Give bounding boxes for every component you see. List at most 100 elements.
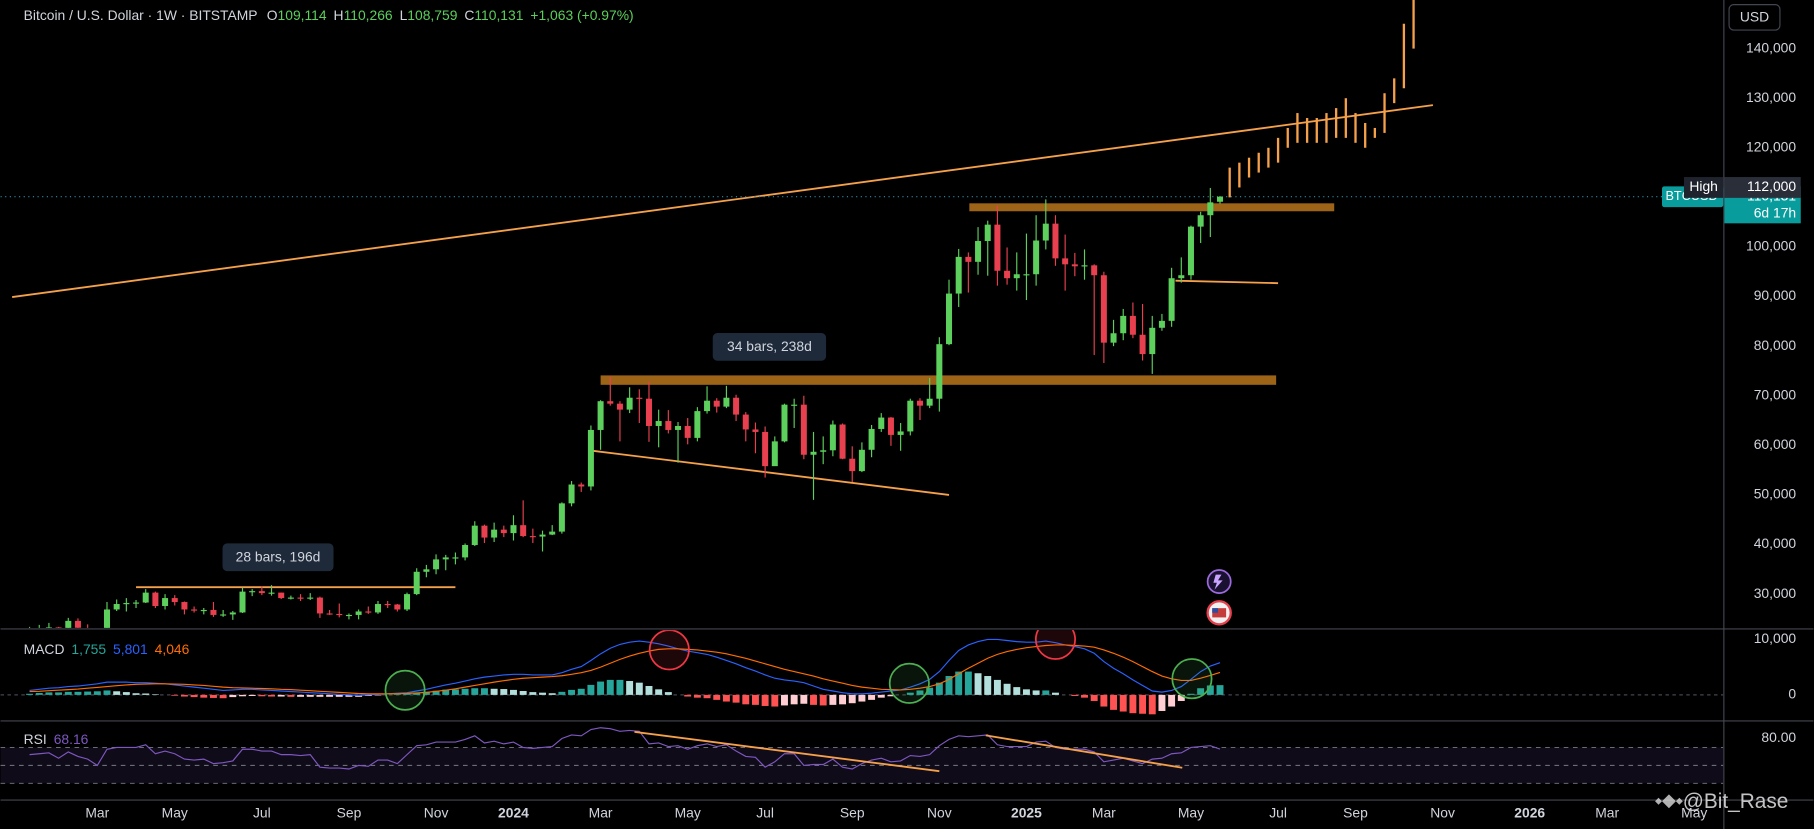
y-tick-label: 120,000 — [1746, 138, 1796, 154]
macd-histogram-bar — [1206, 685, 1214, 695]
macd-histogram-bar — [142, 693, 150, 695]
candle-body — [849, 458, 856, 472]
candle-body — [975, 241, 982, 262]
macd-histogram-bar — [335, 694, 343, 697]
x-tick-label: 2024 — [498, 805, 529, 821]
candle-body — [684, 425, 691, 438]
macd-histogram-bar — [974, 673, 982, 695]
y-tick-label: 50,000 — [1754, 486, 1797, 502]
indicator-line — [29, 727, 1221, 770]
macd-histogram-bar — [1177, 694, 1185, 701]
macd-histogram-bar — [500, 689, 508, 695]
macd-pane — [0, 630, 1724, 715]
rsi-pane — [0, 727, 1724, 784]
rsi-trend-line — [634, 730, 940, 773]
y-tick-label: 100,000 — [1746, 238, 1796, 254]
candle-body — [171, 598, 178, 603]
macd-histogram-bar — [122, 692, 130, 695]
macd-histogram-bar — [887, 694, 895, 697]
macd-histogram-bar — [1081, 694, 1088, 698]
candle-body — [1178, 275, 1185, 279]
candle-body — [278, 592, 285, 599]
candle-body — [868, 428, 875, 450]
macd-histogram-bar — [1216, 685, 1224, 695]
candle-body — [481, 525, 488, 538]
indicator-value: 5,801 — [113, 640, 148, 656]
candle-body — [704, 400, 711, 412]
candle-body — [665, 421, 672, 430]
y-tick-label: 130,000 — [1746, 89, 1796, 105]
candle-body — [1207, 202, 1214, 216]
macd-histogram-bar — [810, 694, 817, 705]
candle-body — [326, 613, 333, 615]
y-tick-label: 70,000 — [1754, 386, 1797, 402]
candle-body — [887, 417, 894, 435]
macd-histogram-bar — [26, 693, 34, 695]
candle-body — [839, 424, 846, 459]
candle-body — [491, 529, 498, 538]
candle-body — [462, 545, 469, 558]
candle-body — [1052, 223, 1059, 259]
candle-body — [200, 609, 207, 612]
candle-body — [907, 400, 914, 432]
macd-histogram-bar — [93, 691, 101, 695]
candle-body — [597, 401, 604, 430]
x-tick-label: 2026 — [1514, 805, 1545, 821]
macd-histogram-bar — [1013, 687, 1021, 695]
macd-histogram-bar — [1052, 692, 1059, 695]
candle-body — [394, 604, 401, 610]
indicator-legend: RSI 68.16 — [24, 731, 89, 747]
candle-body — [568, 484, 575, 504]
macd-histogram-bar — [645, 686, 653, 695]
candle-body — [897, 431, 904, 435]
candle-body — [500, 529, 507, 534]
y-tick-label: 0 — [1788, 686, 1796, 702]
macd-histogram-bar — [151, 694, 159, 695]
candle-body — [1081, 265, 1088, 267]
candle-body — [65, 620, 72, 628]
x-tick-label: Jul — [756, 805, 774, 821]
macd-histogram-bar — [113, 691, 121, 695]
macd-histogram-bar — [1090, 694, 1098, 701]
y-tick-label: 30,000 — [1754, 585, 1797, 601]
trend-line — [1175, 279, 1279, 285]
currency-button[interactable] — [1728, 4, 1781, 31]
candle-body — [965, 256, 972, 262]
macd-histogram-bar — [1197, 688, 1205, 695]
candle-body — [1158, 320, 1165, 328]
candle-body — [616, 403, 623, 410]
candle-body — [1042, 223, 1049, 241]
macd-histogram-bar — [819, 694, 827, 706]
macd-histogram-bar — [577, 688, 585, 695]
y-tick-label: 80,000 — [1754, 337, 1797, 353]
y-tick-label: 80.00 — [1761, 729, 1796, 745]
candle-body — [520, 525, 527, 537]
measure-callout — [712, 332, 827, 361]
candle-body — [258, 591, 265, 594]
candle-body — [345, 614, 352, 617]
currency-label[interactable]: USD — [1740, 9, 1769, 25]
macd-histogram-bar — [248, 694, 256, 696]
candle-body — [452, 557, 459, 559]
candle-body — [74, 620, 81, 628]
candle-body — [239, 591, 246, 613]
macd-histogram-bar — [964, 671, 972, 695]
candle-body — [1217, 196, 1224, 202]
macd-histogram-bar — [209, 694, 217, 698]
macd-histogram-bar — [1032, 690, 1040, 695]
x-tick-label: 2025 — [1011, 805, 1042, 821]
macd-histogram-bar — [422, 691, 430, 695]
macd-histogram-bar — [693, 694, 701, 698]
x-tick-label: May — [675, 805, 701, 821]
x-tick-label: Jul — [1269, 805, 1287, 821]
event-icon-glyph — [1213, 574, 1223, 590]
candle-body — [1139, 334, 1146, 355]
candle-body — [471, 525, 478, 546]
trend-line — [12, 104, 1434, 298]
candle-body — [762, 431, 769, 467]
candle-body — [694, 411, 701, 438]
macd-histogram-bar — [268, 694, 275, 697]
candle-body — [878, 417, 885, 429]
macd-histogram-bar — [848, 694, 856, 704]
macd-histogram-bar — [790, 694, 798, 705]
